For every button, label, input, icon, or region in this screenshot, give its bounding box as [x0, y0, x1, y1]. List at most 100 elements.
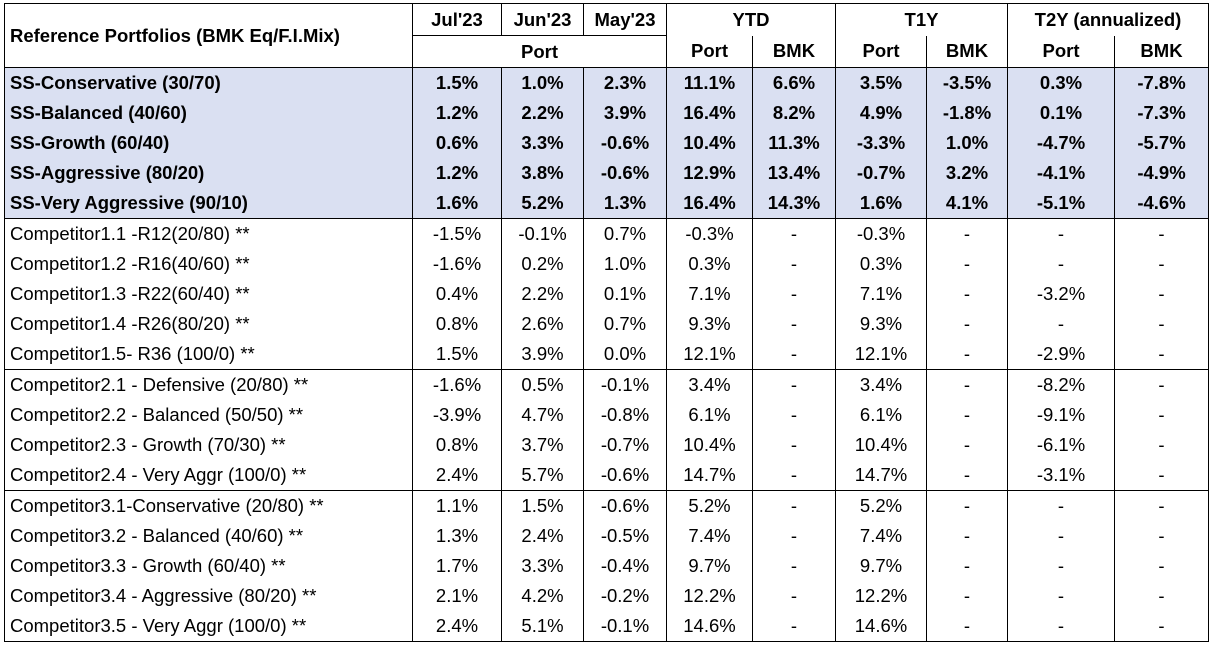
value-cell: -1.6%: [412, 249, 502, 279]
value-cell: 0.7%: [583, 309, 667, 339]
value-cell: -: [926, 611, 1008, 642]
value-cell: 0.0%: [583, 339, 667, 370]
value-cell: -: [926, 490, 1008, 521]
value-cell: -: [1114, 218, 1209, 249]
table-title: Reference Portfolios (BMK Eq/F.I.Mix): [4, 3, 413, 68]
value-cell: 3.9%: [501, 339, 584, 370]
value-cell: -: [1114, 581, 1209, 611]
portfolio-name-cell: Competitor3.1-Conservative (20/80) **: [4, 490, 413, 521]
table-row: Competitor1.5- R36 (100/0) ** 1.5% 3.9% 0.0…: [4, 339, 1209, 370]
ss-portfolio-group: SS-Conservative (30/70) 1.5% 1.0% 2.3% 11.1%…: [4, 67, 1209, 219]
value-cell: -4.9%: [1114, 158, 1209, 188]
value-cell: 3.2%: [926, 158, 1008, 188]
value-cell: -: [752, 369, 836, 400]
table-row: Competitor3.4 - Aggressive (80/20) ** 2.1…: [4, 581, 1209, 611]
value-cell: 0.3%: [666, 249, 753, 279]
value-cell: 7.1%: [835, 279, 927, 309]
portfolio-name-cell: Competitor2.3 - Growth (70/30) **: [4, 430, 413, 460]
value-cell: 5.1%: [501, 611, 584, 642]
value-cell: 2.2%: [501, 98, 584, 128]
value-cell: 5.2%: [666, 490, 753, 521]
value-cell: 0.7%: [583, 218, 667, 249]
value-cell: -: [752, 339, 836, 370]
value-cell: 7.4%: [666, 521, 753, 551]
value-cell: 1.0%: [926, 128, 1008, 158]
table-row: SS-Very Aggressive (90/10) 1.6% 5.2% 1.3% 16…: [4, 188, 1209, 219]
value-cell: -0.1%: [583, 611, 667, 642]
value-cell: -: [1114, 309, 1209, 339]
value-cell: 14.7%: [835, 460, 927, 491]
value-cell: -0.6%: [583, 490, 667, 521]
value-cell: 1.6%: [412, 188, 502, 219]
value-cell: 14.7%: [666, 460, 753, 491]
value-cell: 12.1%: [666, 339, 753, 370]
portfolio-name-cell: SS-Very Aggressive (90/10): [4, 188, 413, 219]
subheader-ytd-port: Port: [666, 35, 753, 68]
value-cell: -1.6%: [412, 369, 502, 400]
value-cell: 6.6%: [752, 67, 836, 98]
value-cell: 7.1%: [666, 279, 753, 309]
value-cell: 4.1%: [926, 188, 1008, 219]
value-cell: -: [1114, 339, 1209, 370]
value-cell: -: [926, 521, 1008, 551]
table-row: Competitor1.1 -R12(20/80) ** -1.5% -0.1% 0.…: [4, 218, 1209, 249]
value-cell: -0.3%: [666, 218, 753, 249]
value-cell: 16.4%: [666, 188, 753, 219]
value-cell: -: [1114, 249, 1209, 279]
value-cell: 3.7%: [501, 430, 584, 460]
value-cell: 3.4%: [835, 369, 927, 400]
value-cell: -: [1114, 460, 1209, 491]
portfolio-name-cell: SS-Balanced (40/60): [4, 98, 413, 128]
value-cell: -0.6%: [583, 158, 667, 188]
value-cell: 9.3%: [666, 309, 753, 339]
value-cell: 0.4%: [412, 279, 502, 309]
portfolio-name-cell: Competitor2.2 - Balanced (50/50) **: [4, 400, 413, 430]
portfolio-name-cell: Competitor2.1 - Defensive (20/80) **: [4, 369, 413, 400]
table-row: Competitor2.2 - Balanced (50/50) ** -3.9%…: [4, 400, 1209, 430]
value-cell: -: [926, 279, 1008, 309]
value-cell: -7.8%: [1114, 67, 1209, 98]
value-cell: 3.4%: [666, 369, 753, 400]
value-cell: -: [752, 490, 836, 521]
value-cell: 14.6%: [666, 611, 753, 642]
value-cell: 10.4%: [666, 430, 753, 460]
value-cell: -4.1%: [1007, 158, 1115, 188]
value-cell: -: [752, 218, 836, 249]
value-cell: 1.1%: [412, 490, 502, 521]
competitor2-group: Competitor2.1 - Defensive (20/80) ** -1.6…: [4, 369, 1209, 491]
value-cell: 1.5%: [501, 490, 584, 521]
value-cell: 1.2%: [412, 158, 502, 188]
value-cell: 4.9%: [835, 98, 927, 128]
table-row: Competitor2.4 - Very Aggr (100/0) ** 2.4%…: [4, 460, 1209, 491]
value-cell: 12.2%: [835, 581, 927, 611]
value-cell: -: [752, 581, 836, 611]
table-row: Competitor3.5 - Very Aggr (100/0) ** 2.4%…: [4, 611, 1209, 642]
value-cell: 2.6%: [501, 309, 584, 339]
value-cell: -0.6%: [583, 460, 667, 491]
subheader-ytd-bmk: BMK: [752, 35, 836, 68]
value-cell: 3.5%: [835, 67, 927, 98]
value-cell: -: [1007, 490, 1115, 521]
value-cell: -6.1%: [1007, 430, 1115, 460]
value-cell: 1.2%: [412, 98, 502, 128]
value-cell: 1.5%: [412, 339, 502, 370]
value-cell: -0.1%: [583, 369, 667, 400]
table-row: SS-Balanced (40/60) 1.2% 2.2% 3.9% 16.4% 8.2%…: [4, 98, 1209, 128]
portfolio-name-cell: SS-Growth (60/40): [4, 128, 413, 158]
table-row: Competitor1.2 -R16(40/60) ** -1.6% 0.2% 1.0…: [4, 249, 1209, 279]
value-cell: 0.1%: [1007, 98, 1115, 128]
portfolio-name-cell: SS-Aggressive (80/20): [4, 158, 413, 188]
value-cell: -: [926, 369, 1008, 400]
portfolio-name-cell: Competitor3.3 - Growth (60/40) **: [4, 551, 413, 581]
value-cell: -0.5%: [583, 521, 667, 551]
value-cell: 7.4%: [835, 521, 927, 551]
value-cell: -0.6%: [583, 128, 667, 158]
value-cell: -9.1%: [1007, 400, 1115, 430]
col-header-t2y: T2Y (annualized): [1007, 3, 1209, 36]
value-cell: 9.7%: [835, 551, 927, 581]
value-cell: -2.9%: [1007, 339, 1115, 370]
value-cell: -0.7%: [835, 158, 927, 188]
portfolio-name-cell: Competitor1.1 -R12(20/80) **: [4, 218, 413, 249]
value-cell: -: [1007, 521, 1115, 551]
value-cell: 2.4%: [501, 521, 584, 551]
